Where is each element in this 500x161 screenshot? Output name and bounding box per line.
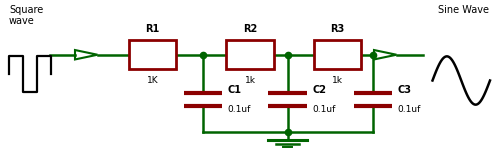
Text: R3: R3 bbox=[330, 24, 344, 34]
Bar bbox=[314, 40, 362, 69]
Text: R1: R1 bbox=[146, 24, 160, 34]
Text: Square
wave: Square wave bbox=[9, 5, 43, 26]
Text: C1: C1 bbox=[228, 85, 241, 95]
Text: 0.1uf: 0.1uf bbox=[398, 105, 421, 114]
Text: C3: C3 bbox=[398, 85, 411, 95]
Bar bbox=[226, 40, 274, 69]
Text: Sine Wave: Sine Wave bbox=[438, 5, 488, 15]
Text: 1K: 1K bbox=[146, 76, 158, 85]
Text: R2: R2 bbox=[243, 24, 257, 34]
Text: 0.1uf: 0.1uf bbox=[312, 105, 336, 114]
Text: C2: C2 bbox=[312, 85, 326, 95]
Bar bbox=[129, 40, 176, 69]
Text: 1k: 1k bbox=[332, 76, 343, 85]
Text: 1k: 1k bbox=[244, 76, 256, 85]
Text: 0.1uf: 0.1uf bbox=[228, 105, 251, 114]
